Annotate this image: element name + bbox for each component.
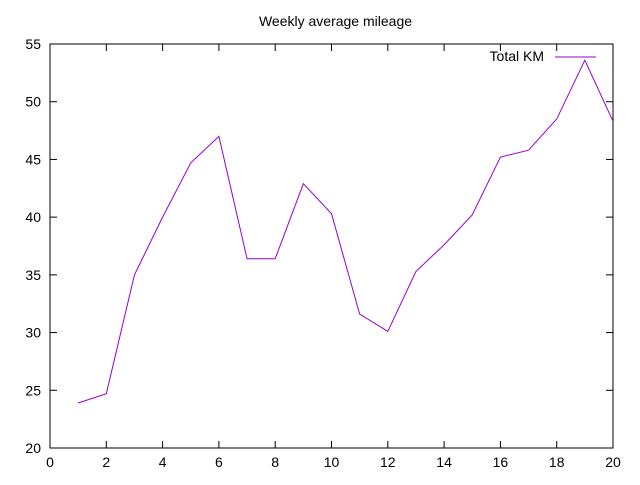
y-tick-label: 35	[25, 267, 41, 283]
plot-frame	[50, 44, 613, 448]
legend-label: Total KM	[490, 48, 544, 64]
y-tick-label: 30	[25, 325, 41, 341]
x-tick-label: 14	[436, 454, 452, 470]
y-tick-label: 20	[25, 440, 41, 456]
series-layer	[78, 60, 613, 403]
x-tick-label: 4	[159, 454, 167, 470]
x-tick-label: 16	[493, 454, 509, 470]
y-tick-label: 55	[25, 36, 41, 52]
y-tick-label: 45	[25, 151, 41, 167]
x-tick-label: 18	[549, 454, 565, 470]
x-axis: 0 2 4 6 8 10 12 14 16 18 20	[46, 44, 621, 470]
x-tick-label: 12	[380, 454, 396, 470]
x-tick-label: 6	[215, 454, 223, 470]
y-tick-label: 25	[25, 382, 41, 398]
chart-title: Weekly average mileage	[259, 13, 412, 29]
y-tick-label: 40	[25, 209, 41, 225]
series-line	[78, 60, 613, 403]
x-tick-label: 2	[102, 454, 110, 470]
x-tick-label: 8	[271, 454, 279, 470]
x-tick-label: 0	[46, 454, 54, 470]
x-tick-label: 10	[324, 454, 340, 470]
y-tick-label: 50	[25, 94, 41, 110]
legend: Total KM	[490, 48, 596, 64]
y-axis: 20 25 30 35 40 45 50 55	[25, 36, 613, 456]
x-tick-label: 20	[605, 454, 621, 470]
